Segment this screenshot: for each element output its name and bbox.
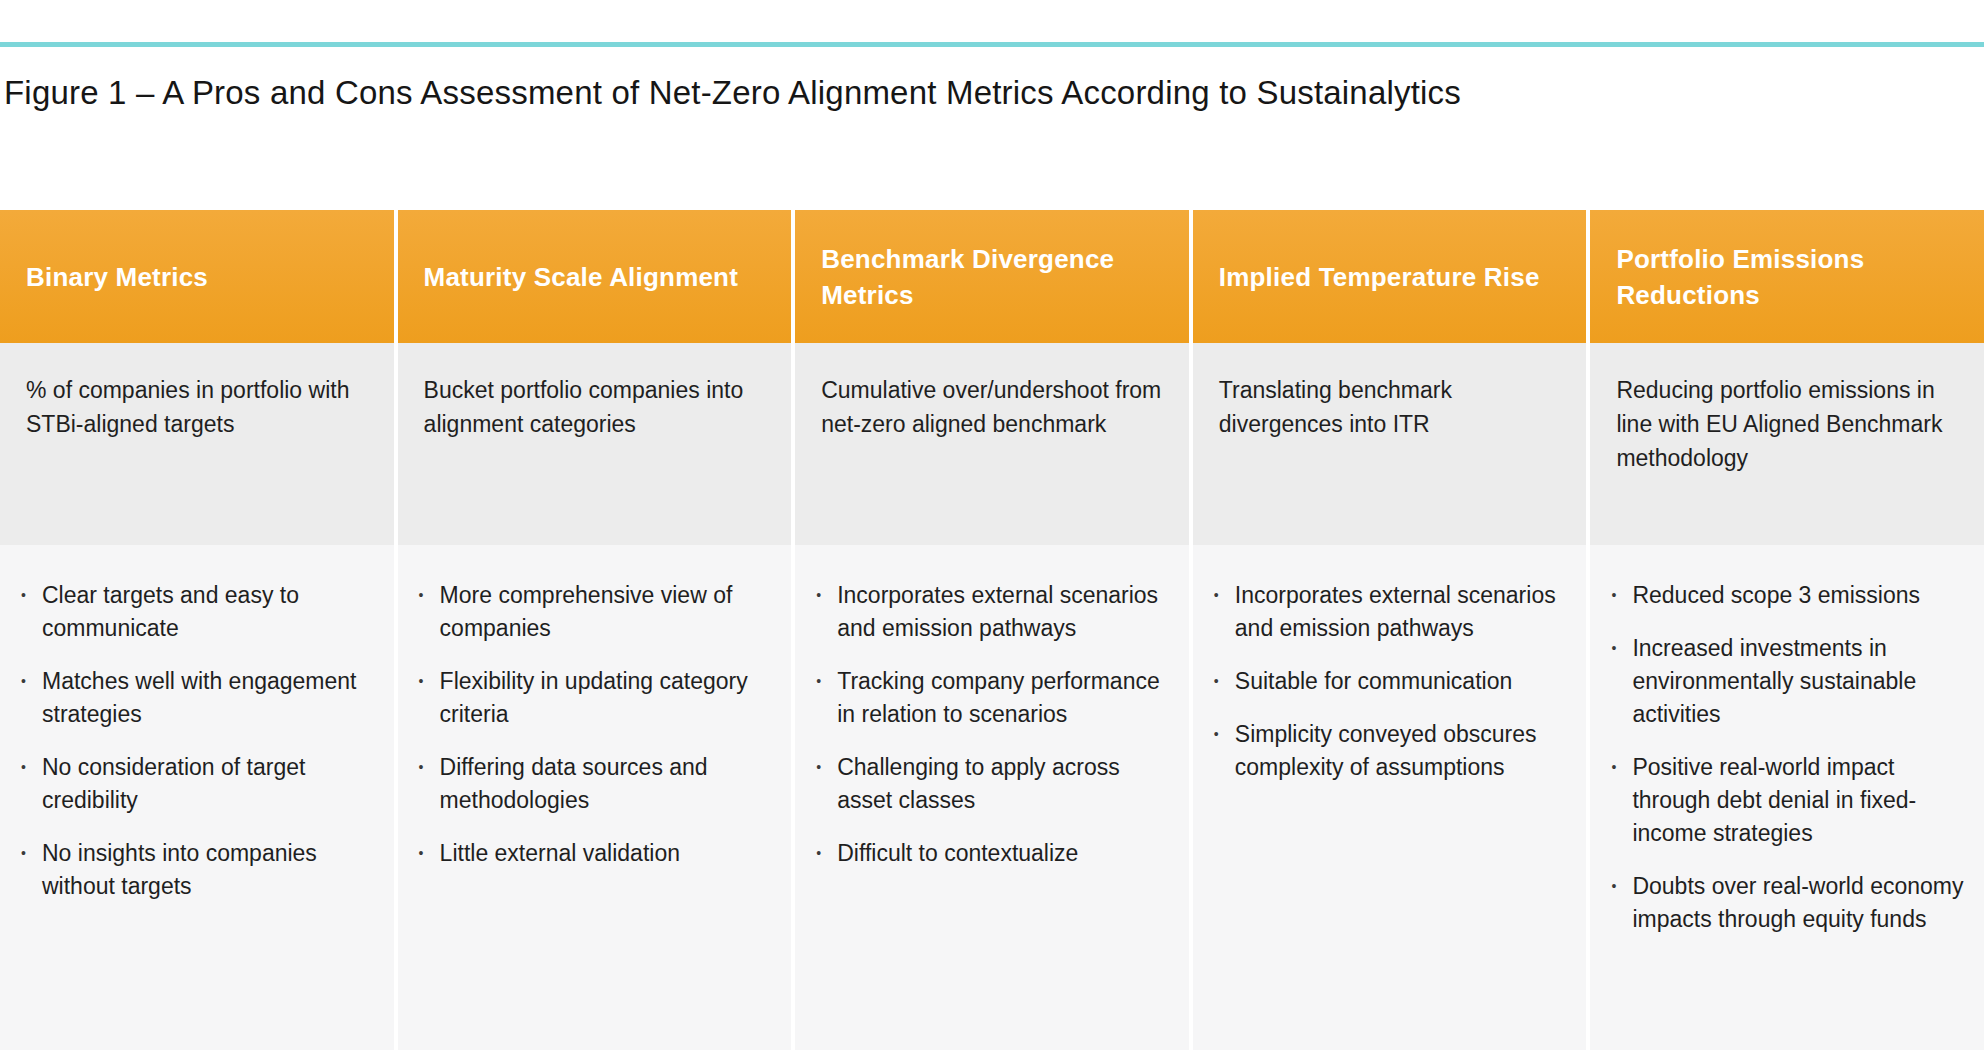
bullet-item: • Reduced scope 3 emissions <box>1608 579 1970 612</box>
bullet-item: • Difficult to contextualize <box>813 837 1175 870</box>
bullet-text: Simplicity conveyed obscures complexity … <box>1235 718 1573 784</box>
bullet-text: More comprehensive view of companies <box>440 579 778 645</box>
bullets-cell: • Incorporates external scenarios and em… <box>1193 545 1587 1050</box>
bullet-item: • Matches well with engagement strategie… <box>18 665 380 731</box>
description-cell: Cumulative over/undershoot from net-zero… <box>795 343 1189 545</box>
bullet-item: • Increased investments in environmental… <box>1608 632 1970 731</box>
bullet-dot: • <box>1608 632 1632 731</box>
bullet-text: Doubts over real-world economy impacts t… <box>1632 870 1970 936</box>
bullet-dot: • <box>18 837 42 903</box>
bullet-item: • No consideration of target credibility <box>18 751 380 817</box>
bullet-text: Challenging to apply across asset classe… <box>837 751 1175 817</box>
bullet-dot: • <box>18 751 42 817</box>
bullet-text: Tracking company performance in relation… <box>837 665 1175 731</box>
bullets-cell: • Reduced scope 3 emissions • Increased … <box>1590 545 1984 1050</box>
bullet-text: Matches well with engagement strategies <box>42 665 380 731</box>
column-header-label: Maturity Scale Alignment <box>424 259 738 295</box>
bullet-dot: • <box>416 751 440 817</box>
bullet-item: • Differing data sources and methodologi… <box>416 751 778 817</box>
bullets-cell: • Incorporates external scenarios and em… <box>795 545 1189 1050</box>
bullet-text: Positive real-world impact through debt … <box>1632 751 1970 850</box>
bullet-text: Clear targets and easy to communicate <box>42 579 380 645</box>
bullet-text: Little external validation <box>440 837 778 870</box>
description-text: % of companies in portfolio with STBi-al… <box>26 373 368 441</box>
bullet-text: Reduced scope 3 emissions <box>1632 579 1970 612</box>
bullet-dot: • <box>18 579 42 645</box>
description-text: Cumulative over/undershoot from net-zero… <box>821 373 1163 441</box>
description-cell: Translating benchmark divergences into I… <box>1193 343 1587 545</box>
description-cell: % of companies in portfolio with STBi-al… <box>0 343 394 545</box>
bullet-dot: • <box>1608 751 1632 850</box>
column-header-label: Binary Metrics <box>26 259 208 295</box>
bullet-item: • Little external validation <box>416 837 778 870</box>
bullet-dot: • <box>416 579 440 645</box>
bullet-item: • No insights into companies without tar… <box>18 837 380 903</box>
bullet-text: No consideration of target credibility <box>42 751 380 817</box>
bullet-item: • Tracking company performance in relati… <box>813 665 1175 731</box>
bullet-dot: • <box>416 665 440 731</box>
column-header-benchmark-divergence-metrics: Benchmark Divergence Metrics <box>795 210 1189 343</box>
bullet-text: Difficult to contextualize <box>837 837 1175 870</box>
description-text: Reducing portfolio emissions in line wit… <box>1616 373 1958 475</box>
bullet-dot: • <box>813 751 837 817</box>
bullet-text: Incorporates external scenarios and emis… <box>837 579 1175 645</box>
bullet-item: • Incorporates external scenarios and em… <box>813 579 1175 645</box>
description-cell: Reducing portfolio emissions in line wit… <box>1590 343 1984 545</box>
column-header-binary-metrics: Binary Metrics <box>0 210 394 343</box>
bullet-dot: • <box>813 579 837 645</box>
column-header-portfolio-emissions-reductions: Portfolio Emissions Reductions <box>1590 210 1984 343</box>
column-header-label: Implied Temperature Rise <box>1219 259 1540 295</box>
column-header-label: Benchmark Divergence Metrics <box>821 241 1165 313</box>
bullet-item: • Clear targets and easy to communicate <box>18 579 380 645</box>
bullet-item: • Challenging to apply across asset clas… <box>813 751 1175 817</box>
bullet-item: • Flexibility in updating category crite… <box>416 665 778 731</box>
metrics-table: Binary Metrics Maturity Scale Alignment … <box>0 210 1984 1050</box>
bullet-dot: • <box>1608 870 1632 936</box>
bullets-cell: • Clear targets and easy to communicate … <box>0 545 394 1050</box>
bullet-dot: • <box>1211 579 1235 645</box>
column-header-maturity-scale-alignment: Maturity Scale Alignment <box>398 210 792 343</box>
column-header-implied-temperature-rise: Implied Temperature Rise <box>1193 210 1587 343</box>
bullet-dot: • <box>1211 718 1235 784</box>
bullet-text: Flexibility in updating category criteri… <box>440 665 778 731</box>
bullet-dot: • <box>18 665 42 731</box>
description-text: Translating benchmark divergences into I… <box>1219 373 1561 441</box>
description-cell: Bucket portfolio companies into alignmen… <box>398 343 792 545</box>
description-text: Bucket portfolio companies into alignmen… <box>424 373 766 441</box>
bullet-text: Differing data sources and methodologies <box>440 751 778 817</box>
bullet-text: No insights into companies without targe… <box>42 837 380 903</box>
figure-title: Figure 1 – A Pros and Cons Assessment of… <box>4 73 1984 113</box>
figure-page: Figure 1 – A Pros and Cons Assessment of… <box>0 42 1984 1050</box>
bullets-cell: • More comprehensive view of companies •… <box>398 545 792 1050</box>
bullet-item: • More comprehensive view of companies <box>416 579 778 645</box>
accent-rule <box>0 42 1984 47</box>
bullet-dot: • <box>1608 579 1632 612</box>
bullet-dot: • <box>813 665 837 731</box>
bullet-item: • Suitable for communication <box>1211 665 1573 698</box>
bullet-item: • Doubts over real-world economy impacts… <box>1608 870 1970 936</box>
bullet-item: • Positive real-world impact through deb… <box>1608 751 1970 850</box>
bullet-item: • Incorporates external scenarios and em… <box>1211 579 1573 645</box>
bullet-dot: • <box>813 837 837 870</box>
bullet-text: Incorporates external scenarios and emis… <box>1235 579 1573 645</box>
bullet-item: • Simplicity conveyed obscures complexit… <box>1211 718 1573 784</box>
bullet-dot: • <box>416 837 440 870</box>
bullet-dot: • <box>1211 665 1235 698</box>
bullet-text: Increased investments in environmentally… <box>1632 632 1970 731</box>
column-header-label: Portfolio Emissions Reductions <box>1616 241 1960 313</box>
bullet-text: Suitable for communication <box>1235 665 1573 698</box>
